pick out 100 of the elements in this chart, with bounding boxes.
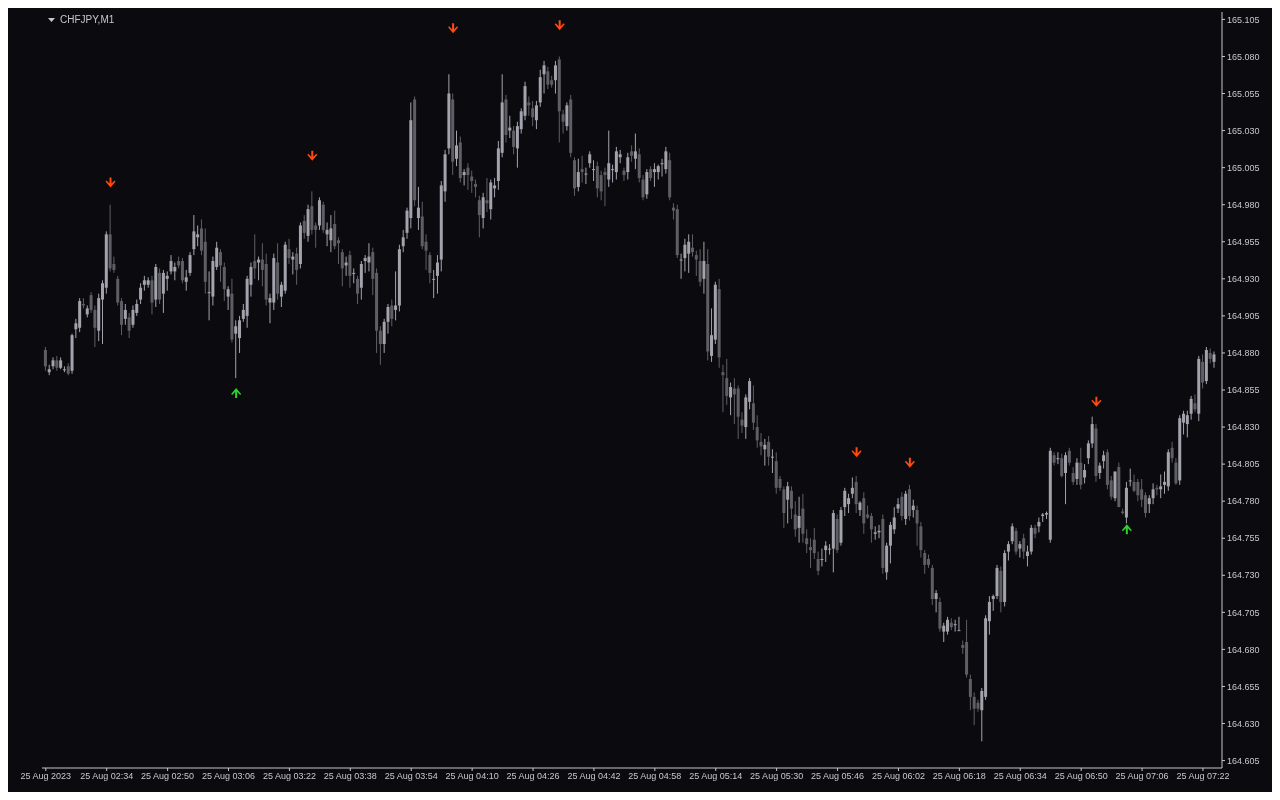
- candlestick: [287, 238, 291, 265]
- candlestick: [466, 162, 470, 191]
- candlestick: [51, 356, 55, 370]
- candlestick: [188, 251, 192, 277]
- candlestick: [592, 159, 596, 182]
- candlestick: [1033, 524, 1037, 539]
- candlestick: [873, 525, 877, 541]
- candlestick: [1052, 451, 1056, 467]
- candlestick: [1212, 350, 1216, 369]
- candlestick: [847, 493, 851, 514]
- candlestick: [234, 319, 238, 379]
- candlestick: [580, 155, 584, 183]
- candlestick: [1136, 478, 1140, 502]
- candlestick: [934, 589, 938, 613]
- candlestick: [43, 346, 47, 372]
- y-tick-label: 164.630: [1227, 718, 1260, 729]
- candlestick: [1151, 482, 1155, 505]
- candlestick: [793, 500, 797, 538]
- x-tick-label: 25 Aug 03:38: [323, 771, 377, 782]
- candlestick: [394, 270, 398, 321]
- candlestick: [888, 521, 892, 564]
- candlestick: [942, 622, 946, 643]
- candlestick: [1170, 441, 1174, 464]
- y-tick-label: 164.980: [1227, 199, 1260, 210]
- candlestick: [1132, 473, 1136, 493]
- candlestick: [329, 214, 333, 253]
- candlestick: [1201, 353, 1205, 390]
- candlestick: [645, 168, 649, 200]
- candlestick: [367, 242, 371, 272]
- candlestick: [786, 481, 790, 524]
- y-tick-label: 165.080: [1227, 51, 1260, 62]
- candlestick: [219, 248, 222, 283]
- candlestick: [196, 224, 200, 247]
- x-tick-label: 25 Aug 06:34: [993, 771, 1047, 782]
- x-tick-label: 25 Aug 07:22: [1176, 771, 1230, 782]
- y-tick-label: 164.605: [1227, 755, 1260, 766]
- point: [231, 387, 242, 398]
- candlestick: [127, 312, 131, 339]
- candlestick: [356, 275, 360, 305]
- candlestick: [1064, 451, 1068, 505]
- candlestick: [435, 254, 439, 295]
- candlestick: [698, 248, 702, 287]
- point: [1091, 396, 1102, 407]
- candlestick: [976, 699, 980, 713]
- x-tick-label: 25 Aug 05:30: [750, 771, 804, 782]
- candlestick: [603, 167, 607, 207]
- candlestick: [1159, 473, 1163, 499]
- candlestick: [850, 476, 854, 499]
- candlestick: [721, 364, 725, 413]
- candlestick: [869, 512, 873, 544]
- candlestick: [150, 275, 154, 315]
- candlestick: [165, 270, 169, 292]
- x-tick-label: 25 Aug 02:50: [141, 771, 195, 782]
- candlestick: [702, 241, 706, 295]
- candlestick: [340, 248, 344, 287]
- candlestick: [481, 192, 485, 229]
- candlestick: [1006, 540, 1010, 561]
- candlestick: [953, 619, 957, 633]
- candlestick: [310, 190, 314, 235]
- y-tick-label: 165.005: [1227, 162, 1260, 173]
- candlestick: [531, 100, 535, 127]
- x-tick-label: 25 Aug 04:26: [506, 771, 560, 782]
- candlestick: [534, 100, 538, 130]
- candlestick: [664, 146, 668, 175]
- y-tick-label: 164.905: [1227, 311, 1260, 322]
- y-tick-label: 164.955: [1227, 236, 1260, 247]
- candlestick: [900, 491, 904, 521]
- x-tick-label: 25 Aug 07:06: [1115, 771, 1169, 782]
- candlestick: [972, 691, 976, 726]
- point: [554, 20, 565, 31]
- candlestick: [1018, 540, 1022, 559]
- candlestick: [184, 269, 188, 292]
- y-tick-label: 164.880: [1227, 348, 1260, 359]
- candlestick: [139, 282, 143, 305]
- x-tick-label: 25 Aug 03:54: [384, 771, 438, 782]
- candlestick: [348, 250, 352, 289]
- candlestick: [1193, 393, 1197, 413]
- candlestick: [253, 233, 257, 280]
- candlestick: [527, 95, 531, 117]
- candlestick: [957, 616, 961, 632]
- candlestick: [797, 496, 801, 544]
- candlestick: [809, 537, 812, 569]
- candlestick: [462, 168, 466, 186]
- candlestick: [1029, 524, 1033, 556]
- candlestick: [333, 210, 337, 250]
- candlestick: [1090, 416, 1094, 449]
- y-tick-label: 164.705: [1227, 607, 1260, 618]
- candlestick: [576, 158, 580, 192]
- candlestick: [687, 233, 691, 274]
- candlestick: [546, 66, 550, 90]
- chart-title: CHFJPY,M1: [60, 14, 115, 25]
- candlestick: [1025, 545, 1029, 567]
- candlestick: [485, 177, 489, 213]
- candlestick: [789, 485, 793, 520]
- candlestick: [257, 256, 261, 281]
- candlestick: [751, 385, 755, 431]
- candlestick: [820, 548, 824, 567]
- candlestick: [416, 186, 420, 231]
- candlestick: [325, 221, 329, 247]
- candlestick: [1189, 395, 1193, 421]
